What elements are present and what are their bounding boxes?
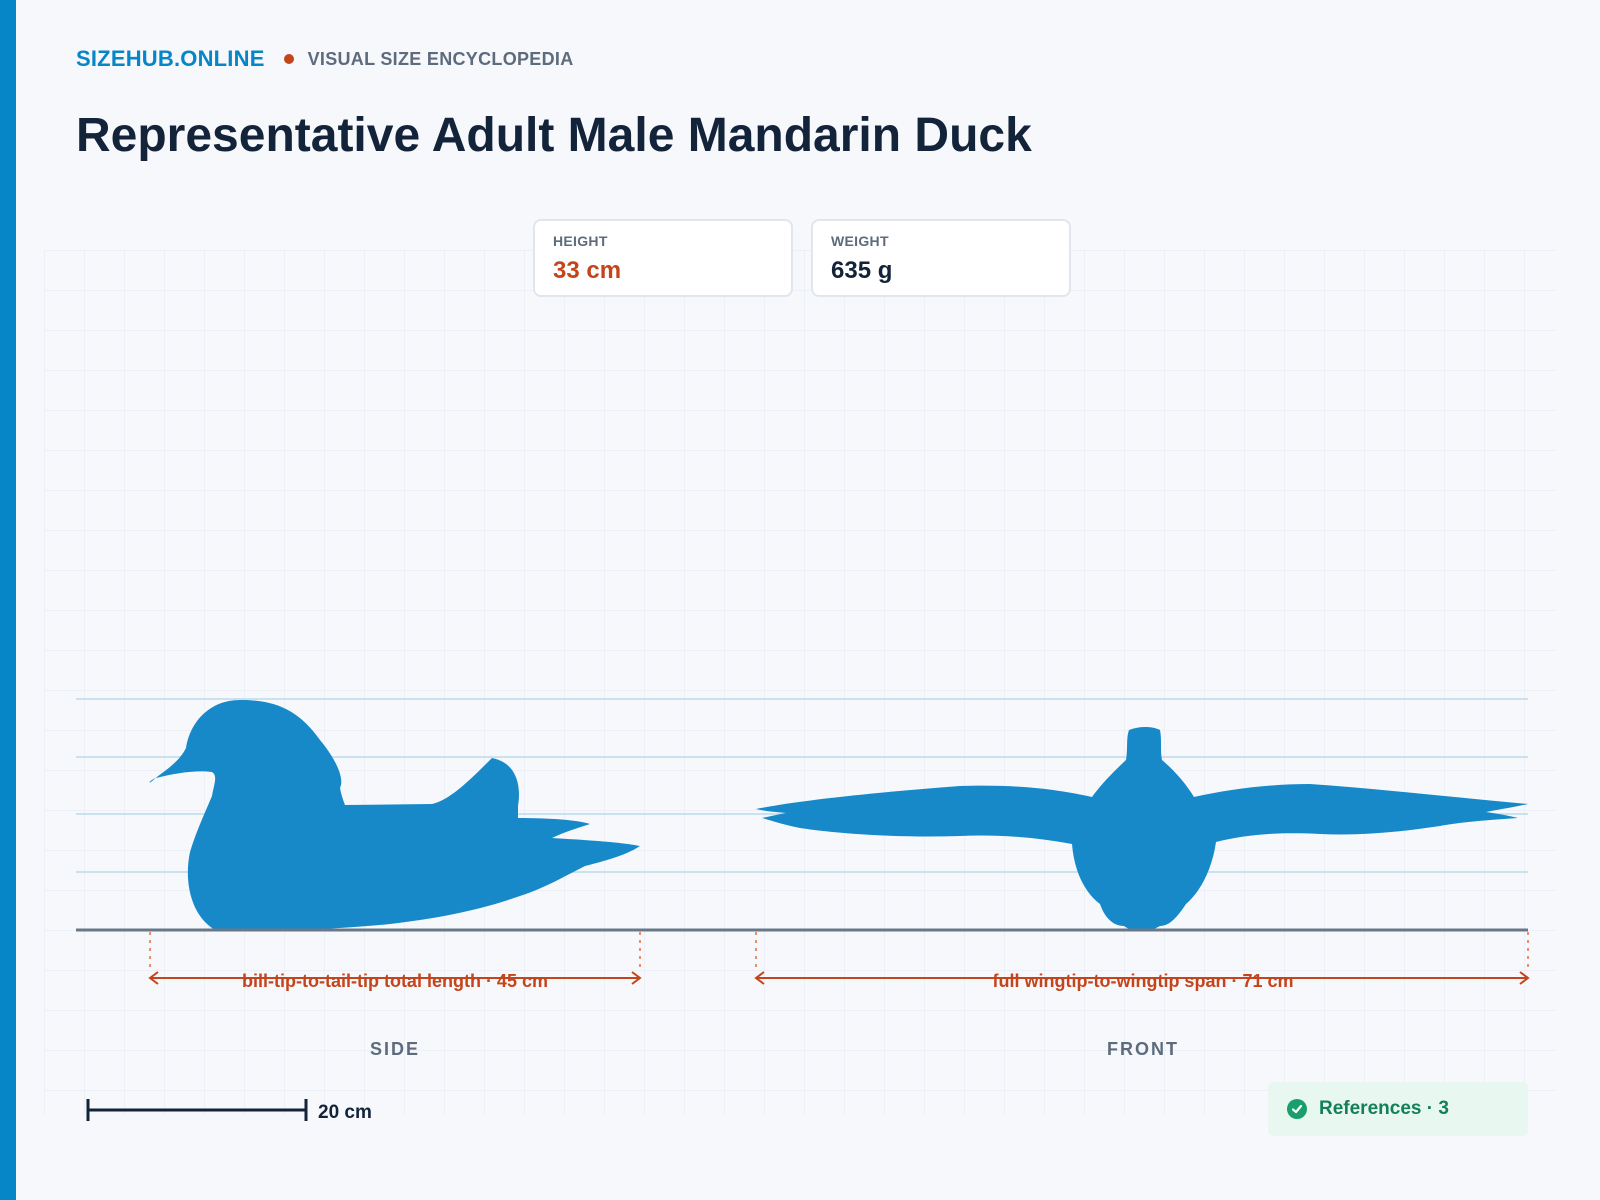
length-dimension [148, 971, 642, 985]
weight-label: WEIGHT [831, 233, 889, 249]
wingspan-dimension [754, 971, 1530, 985]
check-circle-icon [1287, 1099, 1307, 1119]
height-label: HEIGHT [553, 233, 608, 249]
front-view-label: FRONT [1107, 1039, 1179, 1059]
brand-row: SIZEHUB.ONLINE VISUAL SIZE ENCYCLOPEDIA [76, 46, 574, 72]
weight-value: 635 g [831, 257, 893, 284]
references-button[interactable]: References · 3 [1268, 1082, 1528, 1136]
references-label: References · 3 [1319, 1098, 1449, 1119]
length-label: bill-tip-to-tail-tip total length · 45 c… [242, 971, 548, 991]
page-title: Representative Adult Male Mandarin Duck [76, 109, 1032, 162]
wingspan-label: full wingtip-to-wingtip span · 71 cm [993, 971, 1294, 991]
brand-link[interactable]: SIZEHUB.ONLINE [76, 46, 265, 71]
scale-bar [86, 1099, 308, 1121]
weight-card: WEIGHT 635 g [811, 219, 1071, 297]
duck-front-silhouette [756, 727, 1528, 931]
extension-lines [149, 932, 1529, 972]
tagline: VISUAL SIZE ENCYCLOPEDIA [307, 48, 574, 69]
side-view-label: SIDE [370, 1039, 420, 1059]
scale-bar-label: 20 cm [318, 1102, 372, 1123]
separator-dot [283, 54, 294, 64]
height-value: 33 cm [553, 257, 622, 284]
duck-side-silhouette [149, 699, 640, 931]
height-card: HEIGHT 33 cm [533, 219, 793, 297]
accent-bar [0, 0, 16, 1200]
grid-background [44, 250, 1556, 1114]
